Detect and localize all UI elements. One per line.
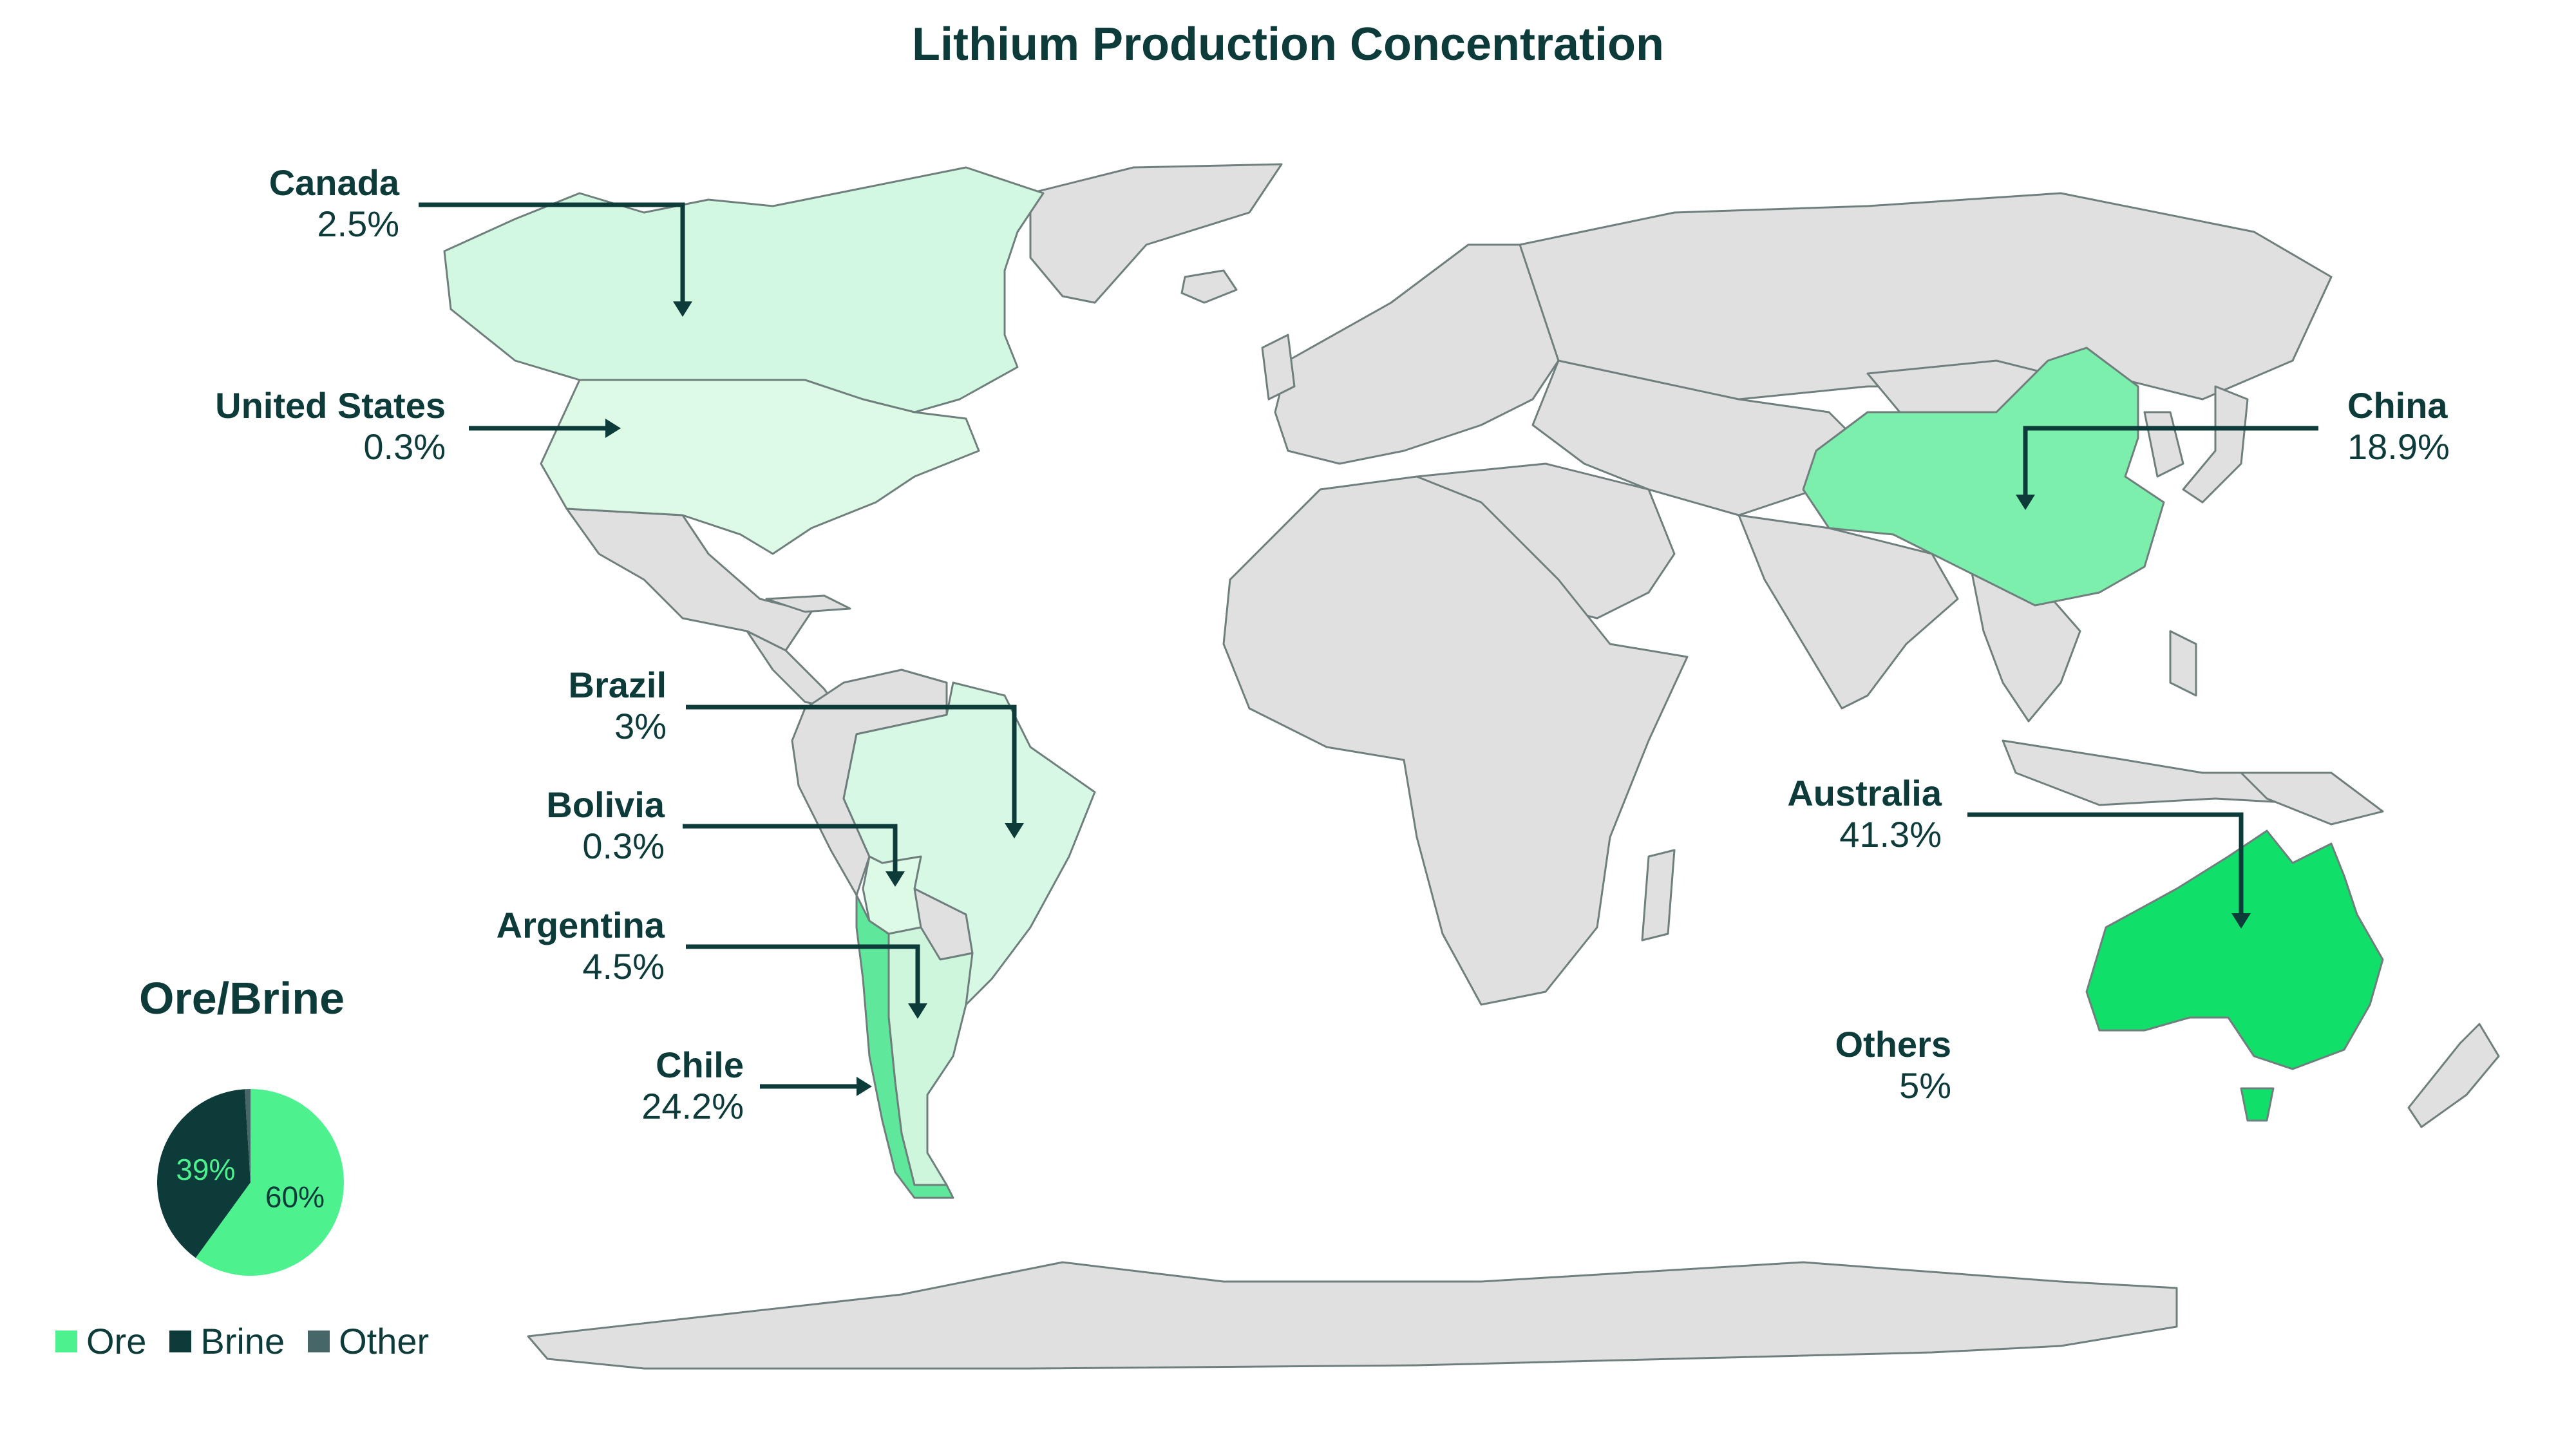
legend-label-brine: Brine [200, 1321, 285, 1361]
shape-united-states [540, 379, 980, 555]
land-greenland [1029, 163, 1283, 304]
legend-swatch-brine [169, 1330, 192, 1352]
arrowhead-canada [673, 301, 692, 317]
label-australia-name: Australia [1787, 773, 1942, 813]
arrow-australia [1967, 812, 2244, 914]
land-europe [1274, 243, 1560, 465]
label-australia: Australia 41.3% [1787, 773, 1942, 856]
land-central-asia [1531, 359, 1869, 516]
land-iceland [1180, 269, 1238, 304]
pie-slice-brine [156, 1089, 251, 1258]
arrow-brazil [686, 705, 1017, 824]
label-united-states: United States 0.3% [215, 385, 446, 468]
arrowhead-china [2016, 495, 2035, 510]
land-cuba [765, 594, 851, 613]
label-bolivia-name: Bolivia [546, 784, 665, 825]
label-canada-pct: 2.5% [317, 204, 399, 245]
label-bolivia: Bolivia 0.3% [546, 784, 665, 867]
land-japan [2182, 385, 2249, 504]
label-canada-name: Canada [269, 162, 399, 203]
label-china-pct: 18.9% [2347, 426, 2450, 468]
label-others: Others 5% [1835, 1024, 1952, 1107]
shape-tasmania [2240, 1087, 2275, 1122]
pie-slice-other [244, 1089, 251, 1182]
legend-label-other: Other [339, 1321, 430, 1361]
arrowhead-argentina [908, 1003, 927, 1019]
label-chile-name: Chile [656, 1045, 744, 1085]
legend-item-brine: Brine [169, 1320, 285, 1362]
land-new-zealand [2407, 1023, 2500, 1128]
ore-brine-title: Ore/Brine [139, 973, 345, 1023]
legend-swatch-ore [55, 1330, 77, 1352]
label-united-states-pct: 0.3% [363, 426, 446, 468]
legend-item-other: Other [308, 1320, 429, 1362]
pie-slice-ore [195, 1089, 344, 1276]
label-chile: Chile 24.2% [641, 1045, 744, 1128]
label-united-states-name: United States [215, 385, 446, 426]
label-argentina-pct: 4.5% [582, 946, 665, 987]
shape-australia [2085, 829, 2384, 1070]
land-africa [1222, 475, 1689, 1006]
label-others-name: Others [1835, 1024, 1952, 1065]
label-others-pct: 5% [1899, 1065, 1951, 1106]
legend-swatch-other [308, 1330, 330, 1352]
pie-label-brine: 39% [176, 1153, 235, 1186]
ore-brine-pie-chart: 60% 39% [156, 1089, 344, 1276]
land-uk [1261, 334, 1296, 401]
label-australia-pct: 41.3% [1839, 814, 1942, 855]
chart-title: Lithium Production Concentration [912, 19, 1664, 70]
label-bolivia-pct: 0.3% [582, 826, 665, 867]
arrow-canada [419, 202, 685, 303]
land-new-guinea [2240, 772, 2384, 826]
arrow-china [2023, 426, 2318, 496]
arrowhead-brazil [1005, 823, 1024, 838]
shape-china [1802, 346, 2165, 607]
label-china-name: China [2347, 385, 2448, 426]
label-argentina: Argentina 4.5% [497, 905, 665, 988]
arrowhead-australia [2231, 913, 2251, 929]
ore-brine-legend: Ore Brine Other [55, 1320, 429, 1362]
label-china: China 18.9% [2347, 385, 2450, 468]
arrow-argentina [686, 944, 920, 1005]
label-brazil-name: Brazil [568, 665, 667, 705]
arrowhead-united-states [605, 419, 621, 438]
shape-chile [855, 894, 954, 1199]
land-korea [2143, 411, 2184, 478]
arrow-bolivia [683, 824, 898, 873]
land-philippines [2169, 630, 2197, 697]
label-argentina-name: Argentina [496, 905, 665, 945]
pie-label-ore: 60% [265, 1180, 325, 1213]
label-canada: Canada 2.5% [269, 162, 399, 245]
land-antarctica [527, 1261, 2178, 1370]
arrowhead-chile [857, 1077, 872, 1096]
label-brazil: Brazil 3% [569, 665, 667, 748]
label-chile-pct: 24.2% [641, 1086, 744, 1127]
legend-label-ore: Ore [86, 1321, 147, 1361]
arrowhead-bolivia [886, 871, 905, 887]
label-brazil-pct: 3% [614, 706, 667, 747]
land-madagascar [1641, 849, 1676, 942]
land-india [1738, 514, 1959, 710]
legend-item-ore: Ore [55, 1320, 146, 1362]
